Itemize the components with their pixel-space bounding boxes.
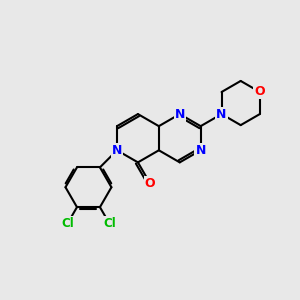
Text: O: O [254,85,265,98]
Text: N: N [175,108,185,121]
Text: N: N [112,144,122,157]
Text: Cl: Cl [61,217,74,230]
Text: O: O [145,177,155,190]
Text: Cl: Cl [103,217,116,230]
Text: N: N [216,108,227,121]
Text: N: N [196,144,206,157]
